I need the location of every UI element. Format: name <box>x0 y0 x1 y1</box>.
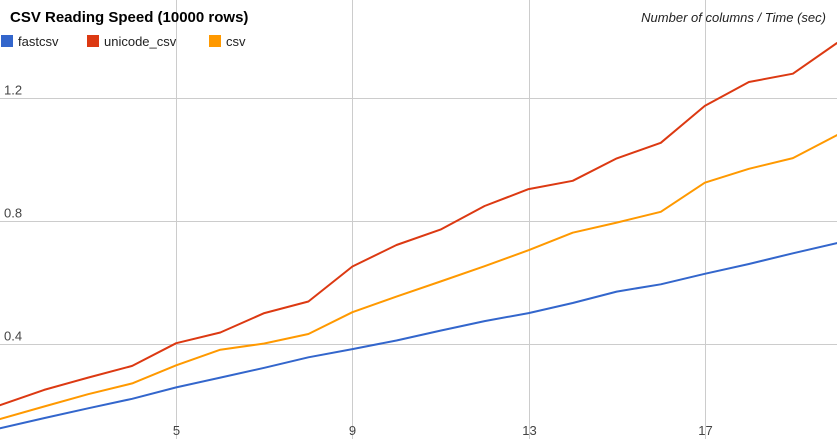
y-tick-label: 0.4 <box>4 329 22 344</box>
legend-item-fastcsv[interactable]: fastcsv <box>1 34 59 49</box>
legend-swatch-unicode-csv <box>87 35 99 47</box>
x-tick-label: 9 <box>349 423 356 438</box>
x-tick-label: 5 <box>173 423 180 438</box>
series-line-unicode-csv[interactable] <box>0 42 837 407</box>
y-tick-label: 1.2 <box>4 83 22 98</box>
legend: fastcsv unicode_csv csv <box>1 34 246 49</box>
legend-item-unicode-csv[interactable]: unicode_csv <box>87 34 177 49</box>
legend-item-csv[interactable]: csv <box>209 34 246 49</box>
legend-label-csv: csv <box>226 34 246 49</box>
legend-label-fastcsv: fastcsv <box>18 34 59 49</box>
series-lines <box>0 42 837 430</box>
y-tick-label: 0.8 <box>4 206 22 221</box>
axis-tick-labels: 5 9 13 17 0.4 0.8 1.2 <box>4 83 713 439</box>
legend-swatch-fastcsv <box>1 35 13 47</box>
chart-title: CSV Reading Speed (10000 rows) <box>10 9 248 26</box>
chart-subtitle: Number of columns / Time (sec) <box>641 10 826 25</box>
x-tick-label: 17 <box>698 423 712 438</box>
series-line-csv[interactable] <box>0 134 837 420</box>
legend-label-unicode-csv: unicode_csv <box>104 34 177 49</box>
series-line-fastcsv[interactable] <box>0 242 837 430</box>
legend-swatch-csv <box>209 35 221 47</box>
x-tick-label: 13 <box>522 423 536 438</box>
